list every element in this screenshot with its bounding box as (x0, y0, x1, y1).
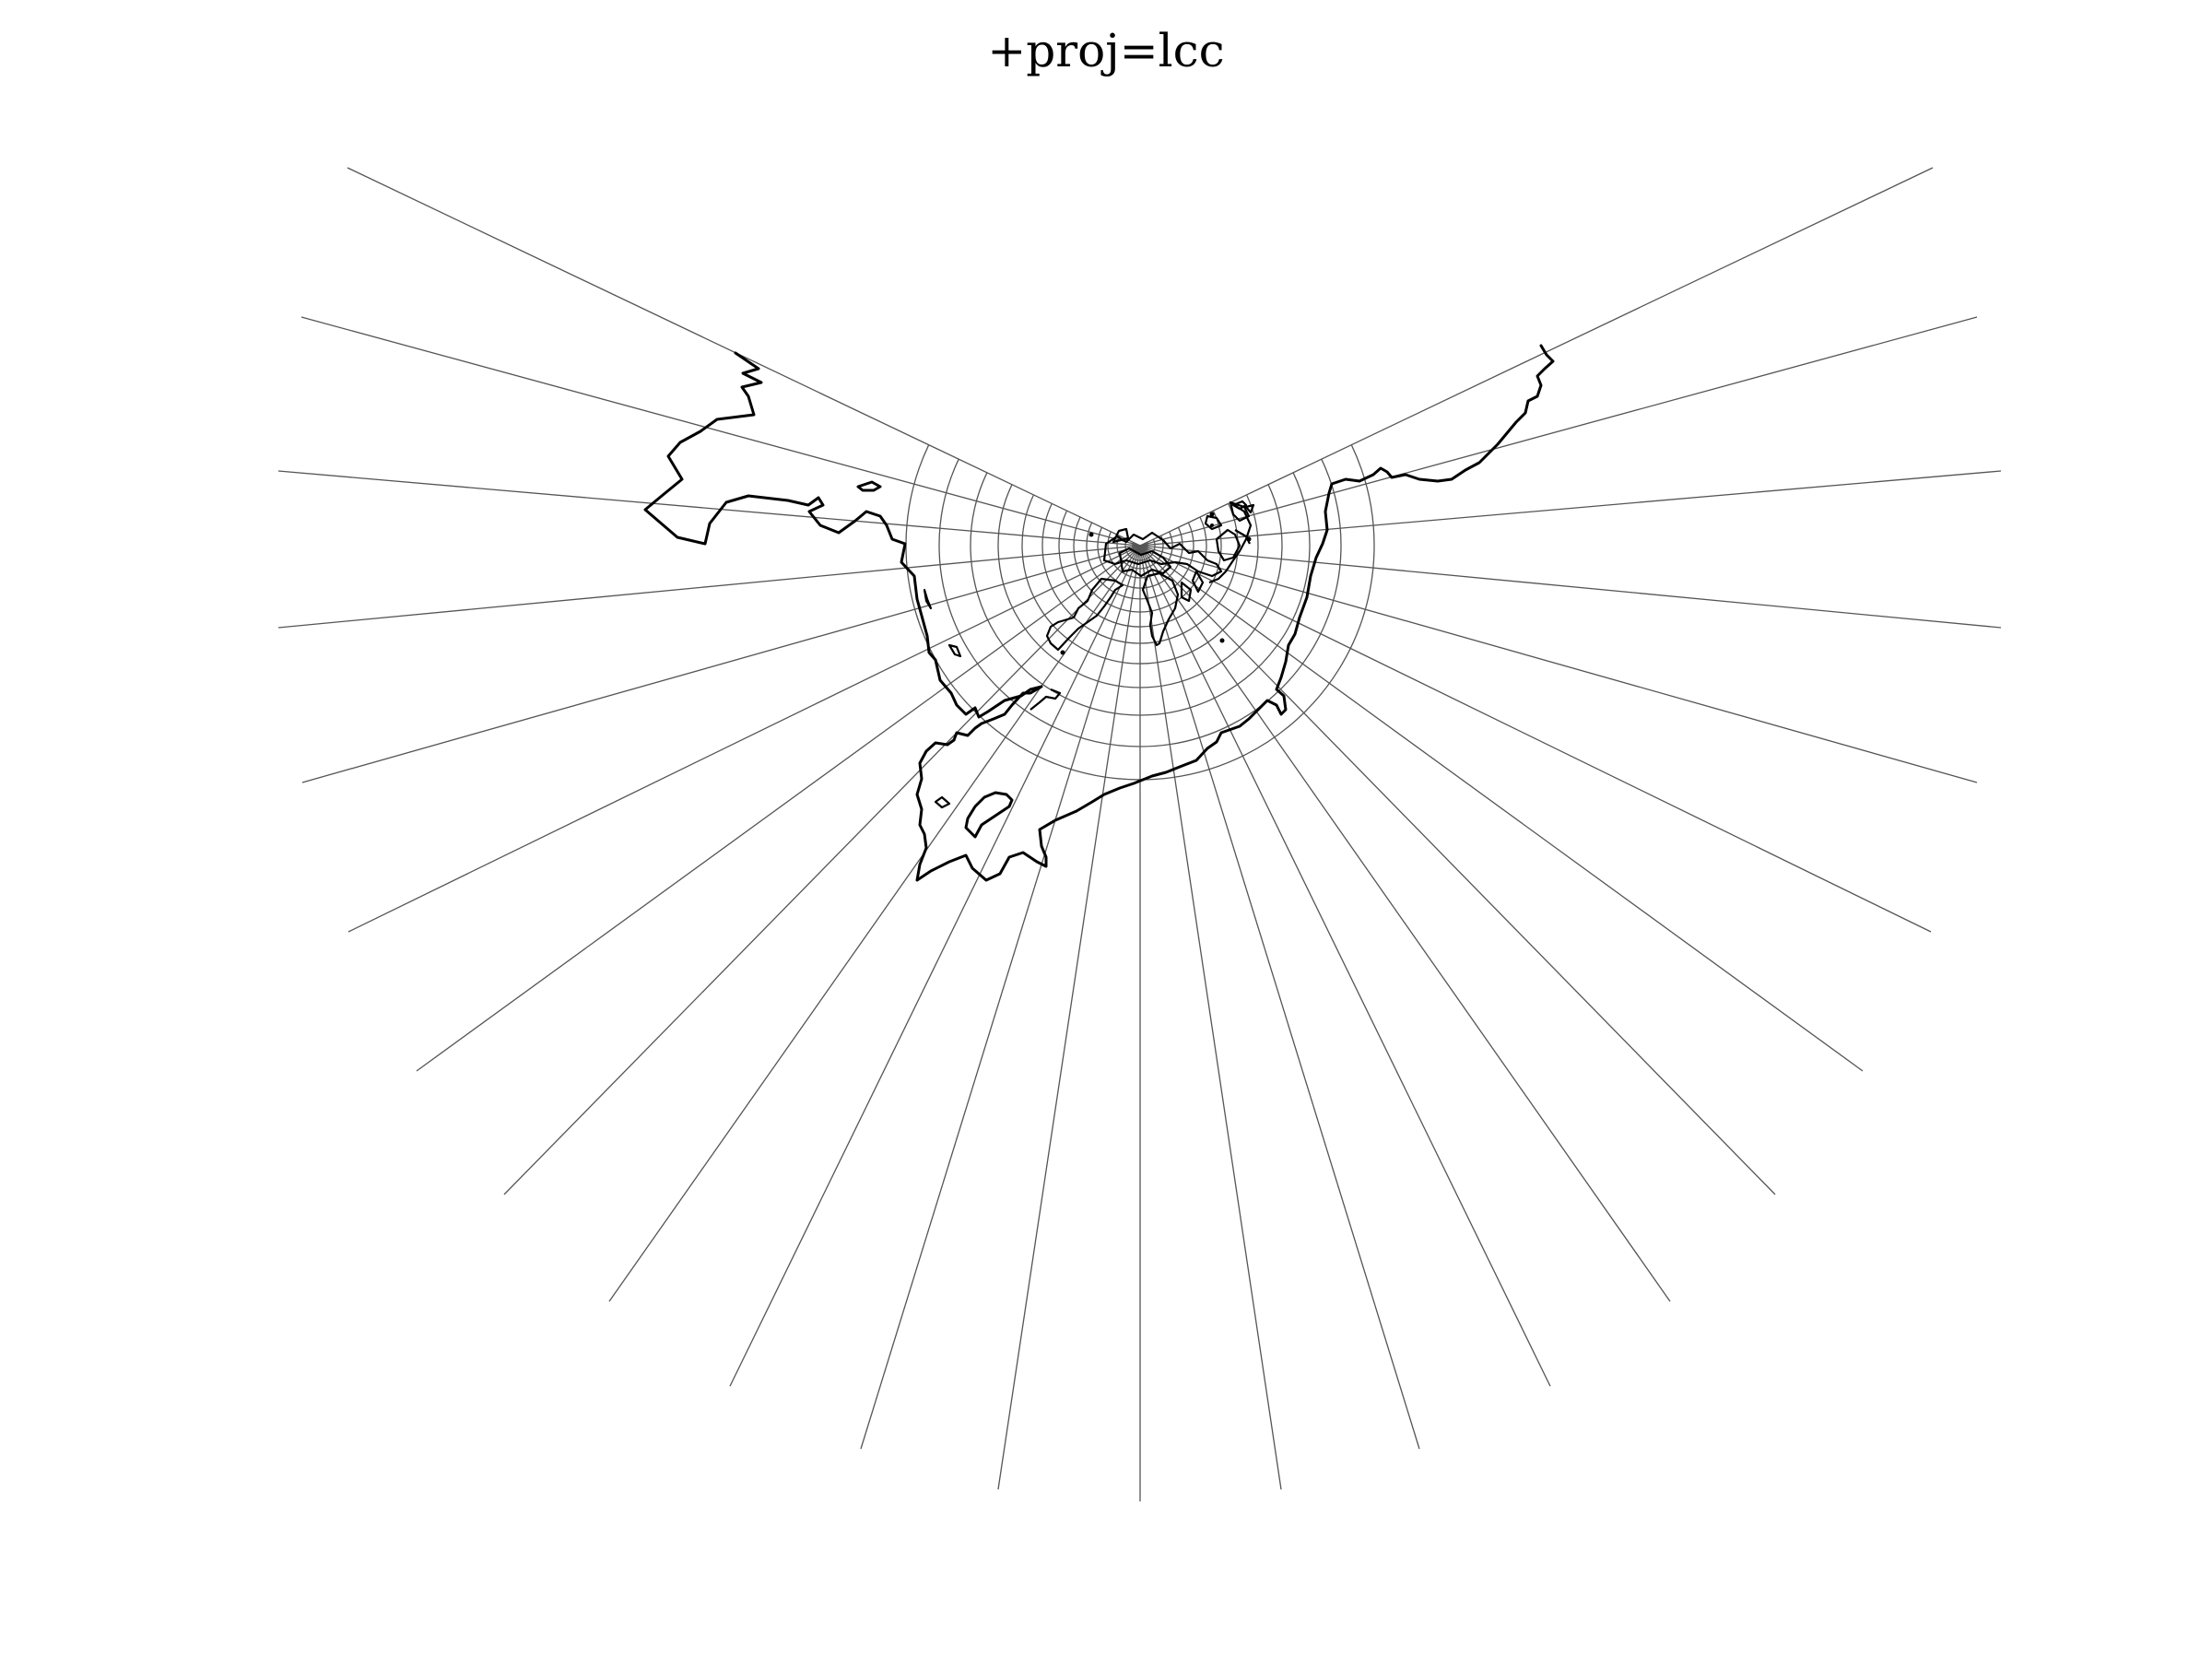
meridian-line (1139, 545, 1978, 783)
parallel-arc (1021, 494, 1259, 665)
coastline-inner-lake (964, 791, 1014, 839)
meridian-line (503, 545, 1141, 1195)
meridian-line (860, 545, 1141, 1450)
parallel-arc (1073, 516, 1207, 613)
parallel-arc (1132, 542, 1148, 554)
coastline-south-inlet (934, 795, 951, 809)
coastline-north-america (643, 351, 1043, 742)
meridian-line (1139, 545, 1671, 1302)
island-dot-6 (1210, 524, 1214, 527)
parallel-arc (1107, 531, 1173, 579)
graticule-parallels (905, 444, 1375, 781)
parallel-arc (1086, 522, 1194, 600)
island-dot-2 (1219, 638, 1225, 643)
meridian-line (1139, 316, 1978, 547)
island-dot-5 (1246, 536, 1252, 542)
meridian-line (301, 545, 1141, 783)
meridian-line (1139, 545, 1864, 1072)
coastline-europe-asia (1102, 531, 1223, 578)
parallel-arc (938, 458, 1342, 747)
meridian-line (347, 545, 1141, 933)
coastline-arabia (1180, 581, 1193, 603)
map-title: +proj=lcc (987, 24, 1225, 77)
parallel-arc (1058, 510, 1222, 628)
coastline-south-america (1045, 577, 1124, 652)
parallel-arc (970, 472, 1311, 716)
meridian-line (416, 545, 1141, 1072)
island-dot-3 (1060, 650, 1065, 655)
meridian-line (997, 545, 1141, 1490)
coastline-baja (923, 588, 933, 610)
meridian-line (1139, 545, 1420, 1450)
coastline-polar-cluster (1118, 547, 1172, 578)
coastline-kamchatka (1244, 503, 1255, 514)
coastline-east-asia (1215, 528, 1241, 562)
island-dot-1 (1088, 532, 1094, 537)
meridian-line (1139, 545, 1282, 1490)
meridian-line (1139, 545, 1776, 1195)
parallel-arc (1041, 503, 1239, 644)
meridian-line (347, 167, 1141, 547)
coastline-india (1191, 570, 1205, 594)
coastline-greenland (1112, 527, 1130, 544)
coastline-south-lobe (915, 344, 1555, 882)
coastline-northeast-asia (1204, 514, 1223, 531)
coastline-far-east (1229, 500, 1251, 523)
meridian-line (608, 545, 1141, 1302)
island-dot-4 (1209, 512, 1215, 517)
parallel-arc (1097, 526, 1183, 589)
coastline-upper-east (1208, 501, 1253, 584)
parallel-arc (1124, 538, 1156, 561)
meridian-line (1139, 545, 1932, 933)
meridian-line (300, 316, 1141, 547)
meridian-line (729, 545, 1141, 1387)
coastline-great-lakes (856, 480, 882, 492)
coastline-africa (1141, 571, 1180, 647)
parallel-arc (1116, 535, 1164, 570)
meridian-line (1139, 470, 2002, 547)
meridian-line (1139, 167, 1934, 547)
meridian-line (277, 545, 1141, 629)
meridian-line (277, 470, 1141, 547)
coastline-florida (947, 643, 962, 658)
graticule-meridians (277, 167, 2002, 1501)
coastlines (643, 344, 1555, 882)
meridian-line (1139, 545, 2002, 629)
coastline-central-america (1030, 688, 1062, 711)
parallel-arc (997, 484, 1283, 688)
meridian-line (1139, 545, 1551, 1387)
